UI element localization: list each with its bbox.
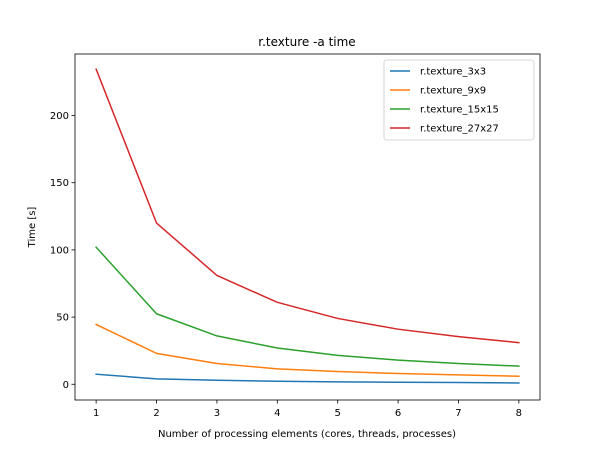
y-tick-label: 50: [56, 313, 69, 324]
x-tick-label: 6: [395, 408, 401, 419]
legend: r.texture_3x3 r.texture_9x9 r.texture_15x1…: [383, 59, 535, 141]
x-tick-label: 8: [516, 408, 522, 419]
y-tick-label: 150: [50, 178, 69, 189]
series-line-r-texture-15x15: [95, 246, 520, 367]
axes-frame: [74, 53, 541, 401]
series-layer: [95, 68, 520, 384]
series-line-r-texture-9x9: [95, 323, 520, 377]
legend-label: r.texture_9x9: [420, 86, 486, 97]
legend-label: r.texture_15x15: [420, 105, 499, 116]
x-tick-label: 1: [93, 408, 99, 419]
x-tick-label: 2: [153, 408, 159, 419]
legend-box: [383, 59, 535, 141]
y-tick-label: 200: [50, 111, 69, 122]
y-axis-label: Time [s]: [27, 207, 38, 249]
series-line-r-texture-3x3: [95, 373, 520, 384]
legend-label: r.texture_3x3: [420, 67, 486, 78]
x-tick-label: 5: [335, 408, 341, 419]
y-tick-label: 100: [50, 245, 69, 256]
x-tick-label: 4: [274, 408, 280, 419]
series-line-r-texture-27x27: [95, 68, 520, 344]
x-axis-ticks: 1 2 3 4 5 6 7 8: [93, 400, 522, 419]
legend-label: r.texture_27x27: [420, 124, 499, 135]
x-axis-label: Number of processing elements (cores, th…: [158, 429, 456, 440]
x-tick-label: 3: [214, 408, 220, 419]
chart-title: r.texture -a time: [258, 35, 355, 49]
y-tick-label: 0: [63, 380, 69, 391]
y-axis-ticks: 0 50 100 150 200: [50, 111, 75, 391]
x-tick-label: 7: [455, 408, 461, 419]
